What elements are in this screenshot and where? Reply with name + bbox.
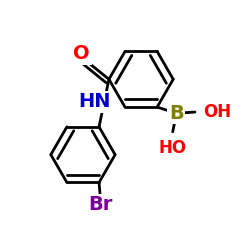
Text: Br: Br	[88, 195, 112, 214]
Text: HO: HO	[159, 139, 187, 157]
Text: B: B	[169, 104, 184, 123]
Text: O: O	[74, 44, 90, 63]
Text: HN: HN	[78, 92, 110, 111]
Text: OH: OH	[203, 103, 231, 121]
